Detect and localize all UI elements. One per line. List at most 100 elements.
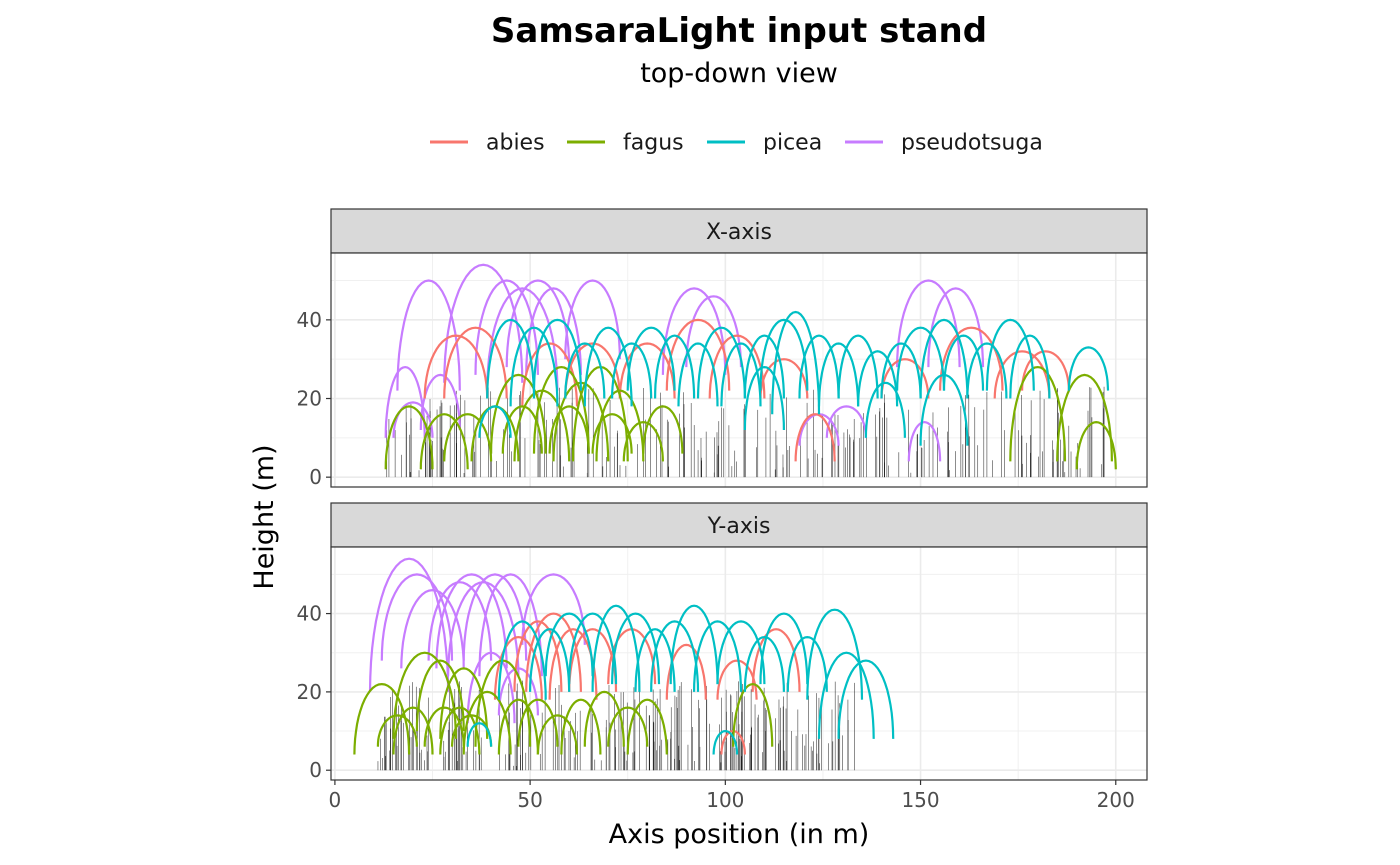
crown-picea [806,608,864,700]
legend-label-pseudotsuga: pseudotsuga [901,131,1043,156]
crowns [384,263,1117,470]
y-tick-label: 40 [297,308,322,332]
crown-fagus [392,706,434,755]
crown-abies [939,326,1004,391]
x-axis: 0 50 100 150 200 [329,780,1135,812]
crown-picea [532,318,582,391]
crown-pseudotsuga [419,373,461,431]
crown-pseudotsuga [384,365,426,438]
y-tick-label: 0 [309,465,322,489]
crown-abies [794,413,836,462]
legend-item-fagus: fagus [567,131,684,156]
crown-abies [880,358,930,399]
y-axis: 0 20 40 [297,308,331,489]
crown-fagus [607,706,649,747]
crown-picea [743,365,785,431]
crown-picea [529,628,571,692]
crown-picea [720,342,762,407]
crown-fagus [1075,420,1117,470]
crown-picea [693,620,743,692]
crown-picea [478,405,512,438]
crown-picea [759,612,809,685]
strip-label: Y-axis [707,514,771,539]
crown-pseudotsuga [478,573,543,677]
y-axis: 0 20 40 [297,602,331,782]
crown-fagus [462,690,512,755]
crown-picea [817,342,860,407]
crown-picea [509,326,559,407]
crown-abies [423,334,489,399]
crown-fagus [376,714,418,747]
panel-border [330,252,1148,488]
crown-pseudotsuga [521,573,586,645]
crown-picea [919,318,969,399]
crown-fagus [501,405,543,454]
panel-y-axis: Y-axis 0 20 40 [297,502,1148,782]
crown-fagus [439,667,489,739]
crown-fagus [532,365,590,454]
crown-pseudotsuga [497,667,539,716]
crown-fagus [443,413,493,462]
crown-picea [677,342,719,407]
crown-abies [751,628,801,692]
crown-picea [864,381,906,438]
crown-picea [564,342,606,399]
crown-abies [493,635,543,700]
legend-item-picea: picea [707,131,822,156]
crown-pseudotsuga [380,573,454,661]
crown-pseudotsuga [896,279,961,368]
y-axis-title: Height (m) [249,444,280,589]
crown-picea [568,612,618,685]
crown-fagus [384,405,434,470]
crown-fagus [583,690,625,747]
crown-fagus [626,698,668,755]
chart-title: SamsaraLight input stand [491,11,987,51]
x-tick-label: 50 [517,788,542,812]
panel-x-axis: X-axis 0 20 40 [297,208,1148,489]
y-tick-label: 0 [309,758,322,782]
crown-abies [993,350,1051,399]
legend-item-abies: abies [430,131,545,156]
crown-picea [650,620,700,692]
crown-picea [837,334,879,399]
crown-abies [759,358,809,399]
y-tick-label: 20 [297,680,322,704]
crown-picea [716,620,766,685]
crown-picea [712,729,739,755]
crown-picea [626,326,676,391]
crown-fagus [517,698,559,747]
crown-fagus [622,420,664,462]
legend: abies fagus picea pseudotsuga [430,131,1043,156]
crowns [353,557,895,755]
x-tick-label: 0 [329,788,342,812]
crown-picea [654,334,696,399]
crown-pseudotsuga [907,420,942,462]
crown-pseudotsuga [462,573,528,661]
crown-picea [1067,346,1110,391]
crown-picea [880,342,922,399]
crown-picea [985,318,1035,391]
crown-abies [618,342,676,399]
crown-pseudotsuga [564,279,621,360]
x-tick-label: 200 [1097,788,1135,812]
crown-picea [591,604,641,692]
crown-picea [497,620,547,700]
crown-picea [919,373,969,446]
crown-pseudotsuga [400,588,465,669]
crown-abies [443,326,508,399]
crown-pseudotsuga [825,405,867,438]
legend-label-abies: abies [486,131,545,156]
panel-border [330,546,1148,781]
crown-abies [1021,350,1070,391]
crown-picea [669,604,719,685]
crown-picea [611,342,653,399]
crown-picea [817,651,875,739]
crown-abies [525,612,582,692]
crown-pseudotsuga [368,557,450,692]
crown-fagus [595,389,645,462]
crown-pseudotsuga [392,401,434,438]
crown-fagus [490,373,547,454]
crown-picea [896,326,946,391]
crown-pseudotsuga [525,287,582,375]
